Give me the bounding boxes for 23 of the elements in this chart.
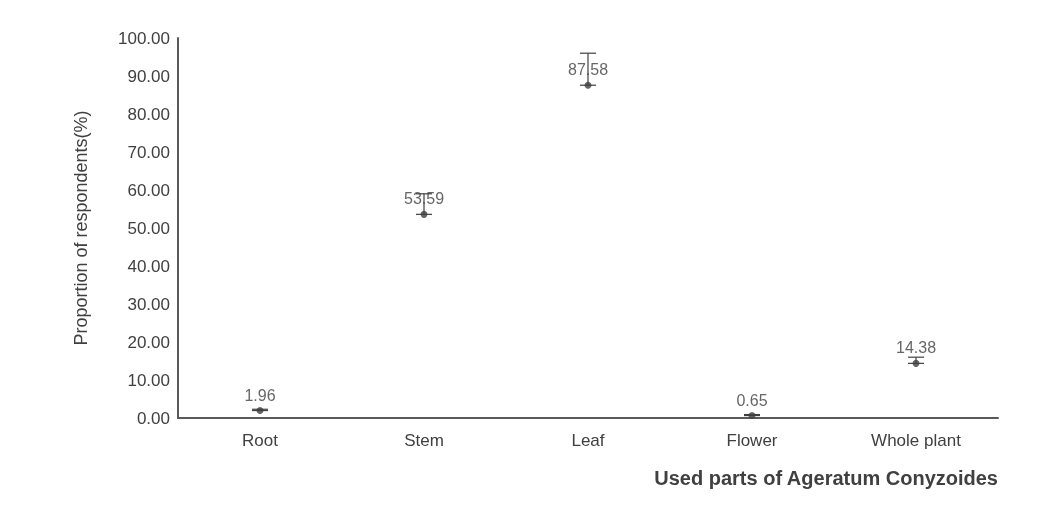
- y-tick-label: 90.00: [127, 66, 170, 86]
- y-tick-label: 10.00: [127, 370, 170, 390]
- x-tick-label: Root: [242, 431, 279, 450]
- x-tick-label: Whole plant: [871, 431, 962, 450]
- x-tick-label: Leaf: [571, 431, 605, 450]
- point: [420, 210, 428, 218]
- point: [584, 81, 592, 89]
- x-axis-title: Used parts of Ageratum Conyzoides: [654, 467, 998, 489]
- y-tick-label: 100.00: [118, 28, 170, 48]
- y-tick-label: 70.00: [127, 142, 170, 162]
- y-tick-label: 30.00: [127, 294, 170, 314]
- x-tick-label: Stem: [404, 431, 444, 450]
- y-axis-title: Proportion of respondents(%): [71, 110, 91, 346]
- data-label: 1.96: [244, 386, 276, 404]
- y-tick-label: 20.00: [127, 332, 170, 352]
- x-tick-label: Flower: [726, 431, 778, 450]
- y-tick-label: 0.00: [136, 408, 170, 428]
- data-label: 0.65: [736, 391, 768, 409]
- y-tick-label: 40.00: [127, 256, 170, 276]
- y-tick-label: 60.00: [127, 180, 170, 200]
- y-tick-label: 50.00: [127, 218, 170, 238]
- y-tick-label: 80.00: [127, 104, 170, 124]
- data-label: 14.38: [895, 339, 937, 357]
